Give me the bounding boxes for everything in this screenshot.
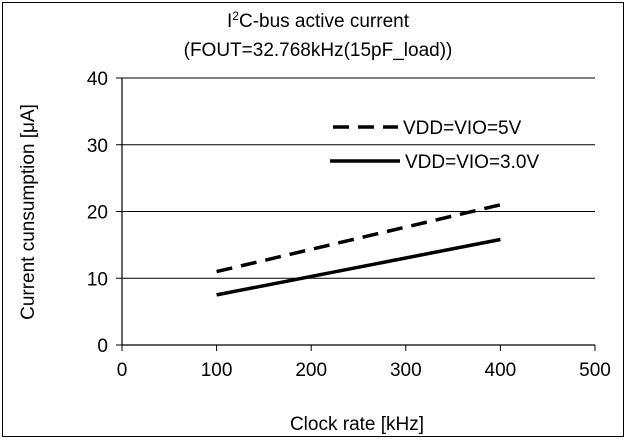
- series-line-vdd-3v: [216, 237, 501, 297]
- y-axis-label: Current cunsumption [μA]: [18, 104, 39, 320]
- chart-title-main: I: [227, 11, 232, 32]
- y-tick-label-10: 10: [87, 269, 108, 290]
- axes: [116, 77, 596, 351]
- y-tick-label-0: 0: [97, 336, 108, 357]
- chart-title-rest: C-bus active current: [239, 11, 410, 32]
- x-tick-labels: 0 100 200 300 400 500: [117, 360, 611, 381]
- x-tick-label-100: 100: [201, 360, 233, 381]
- legend: VDD=VIO=5V VDD=VIO=3.0V: [330, 118, 539, 173]
- y-tick-label-40: 40: [87, 69, 108, 90]
- x-tick-label-300: 300: [390, 360, 422, 381]
- y-tick-label-30: 30: [87, 136, 108, 157]
- x-tick-label-500: 500: [579, 360, 611, 381]
- series-line-vdd-5v: [216, 203, 501, 274]
- x-tick-label-400: 400: [485, 360, 517, 381]
- chart-frame: [2, 2, 624, 437]
- x-tick-label-200: 200: [295, 360, 327, 381]
- series-lines: [216, 203, 501, 297]
- chart-title-superscript: 2: [232, 9, 239, 23]
- y-tick-labels: 0 10 20 30 40: [87, 69, 108, 357]
- legend-label-vdd-3v: VDD=VIO=3.0V: [405, 152, 539, 173]
- legend-label-vdd-5v: VDD=VIO=5V: [403, 118, 522, 139]
- gridlines: [122, 77, 595, 279]
- chart-title: I2C-bus active current: [227, 9, 410, 32]
- y-tick-label-20: 20: [87, 203, 108, 224]
- chart-subtitle: (FOUT=32.768kHz(15pF_load)): [184, 40, 453, 61]
- x-axis-label: Clock rate [kHz]: [290, 414, 424, 435]
- x-tick-label-0: 0: [117, 360, 128, 381]
